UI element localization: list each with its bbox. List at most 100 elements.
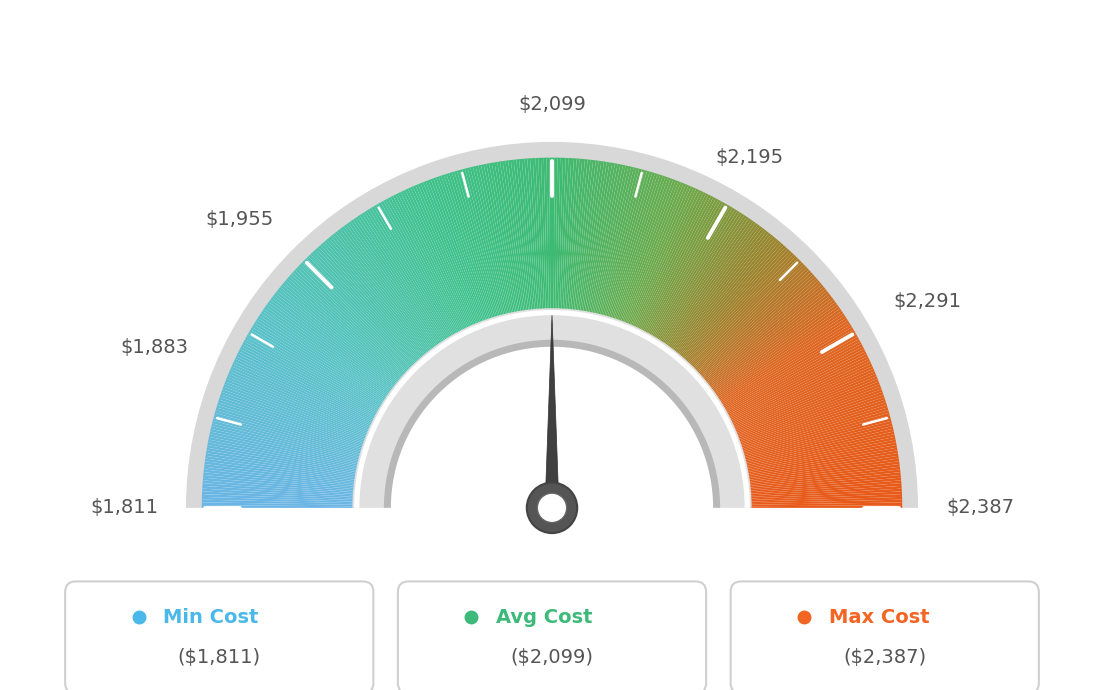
Wedge shape [671, 230, 766, 353]
Wedge shape [697, 272, 813, 377]
Wedge shape [617, 177, 670, 324]
Wedge shape [371, 206, 453, 340]
Wedge shape [252, 325, 385, 406]
Wedge shape [690, 258, 799, 369]
Wedge shape [298, 264, 411, 373]
Wedge shape [247, 332, 382, 411]
Wedge shape [705, 289, 827, 386]
Text: Max Cost: Max Cost [829, 608, 930, 627]
Wedge shape [711, 302, 837, 394]
Wedge shape [336, 231, 432, 354]
Wedge shape [675, 235, 773, 356]
Wedge shape [724, 342, 861, 416]
Wedge shape [203, 475, 357, 491]
Wedge shape [712, 306, 840, 396]
Wedge shape [733, 374, 877, 434]
Wedge shape [541, 158, 548, 312]
Wedge shape [698, 274, 815, 378]
Wedge shape [729, 356, 869, 424]
Wedge shape [747, 477, 901, 493]
Wedge shape [741, 415, 891, 457]
Wedge shape [340, 228, 434, 352]
Wedge shape [312, 250, 418, 365]
Wedge shape [735, 384, 881, 440]
Wedge shape [287, 276, 405, 380]
Wedge shape [438, 176, 490, 322]
Wedge shape [613, 175, 662, 322]
Wedge shape [243, 342, 380, 416]
Wedge shape [353, 218, 442, 346]
Wedge shape [580, 161, 604, 314]
Wedge shape [491, 162, 520, 315]
Wedge shape [720, 327, 853, 408]
Wedge shape [221, 392, 367, 444]
Wedge shape [714, 311, 843, 399]
Wedge shape [237, 351, 376, 422]
Wedge shape [234, 359, 374, 426]
Wedge shape [393, 195, 465, 333]
Wedge shape [744, 440, 896, 471]
Wedge shape [315, 249, 420, 364]
Circle shape [538, 493, 566, 522]
FancyBboxPatch shape [65, 582, 373, 690]
Wedge shape [737, 392, 883, 444]
Wedge shape [238, 349, 378, 420]
Wedge shape [333, 233, 431, 355]
Wedge shape [256, 318, 388, 403]
Wedge shape [369, 208, 450, 341]
Wedge shape [267, 302, 393, 394]
Wedge shape [719, 325, 852, 406]
Wedge shape [603, 169, 645, 319]
Wedge shape [426, 180, 482, 325]
Wedge shape [226, 376, 370, 435]
Wedge shape [203, 469, 357, 488]
Wedge shape [739, 397, 885, 447]
Wedge shape [567, 159, 582, 313]
Wedge shape [255, 320, 386, 404]
Wedge shape [571, 159, 587, 313]
Wedge shape [723, 337, 859, 413]
Wedge shape [215, 410, 363, 455]
Wedge shape [666, 223, 757, 349]
Wedge shape [607, 172, 652, 320]
Wedge shape [744, 434, 895, 468]
Wedge shape [349, 221, 439, 348]
Wedge shape [205, 456, 358, 480]
Wedge shape [219, 400, 365, 449]
Wedge shape [608, 172, 655, 320]
Wedge shape [661, 217, 749, 346]
Wedge shape [275, 291, 397, 388]
Wedge shape [743, 426, 893, 464]
Wedge shape [546, 157, 551, 312]
Wedge shape [572, 159, 591, 313]
Wedge shape [364, 210, 448, 342]
Wedge shape [747, 491, 902, 500]
Wedge shape [502, 161, 526, 314]
Wedge shape [452, 172, 497, 320]
Wedge shape [742, 424, 892, 462]
Wedge shape [740, 405, 888, 452]
Wedge shape [701, 280, 820, 382]
Wedge shape [702, 282, 821, 383]
Wedge shape [599, 168, 639, 318]
Wedge shape [220, 395, 367, 446]
Wedge shape [721, 330, 854, 409]
Wedge shape [634, 190, 701, 331]
Wedge shape [743, 431, 894, 466]
Wedge shape [442, 175, 491, 322]
Wedge shape [555, 157, 560, 312]
Wedge shape [747, 489, 902, 499]
Wedge shape [204, 466, 358, 486]
Wedge shape [584, 162, 613, 315]
Text: Min Cost: Min Cost [163, 608, 258, 627]
Wedge shape [468, 167, 507, 317]
Wedge shape [205, 459, 358, 482]
Wedge shape [573, 159, 593, 313]
Wedge shape [731, 364, 872, 428]
Wedge shape [552, 157, 554, 312]
Wedge shape [391, 196, 463, 334]
Wedge shape [744, 437, 895, 470]
Wedge shape [725, 344, 863, 417]
Wedge shape [219, 397, 365, 447]
Wedge shape [749, 505, 902, 508]
